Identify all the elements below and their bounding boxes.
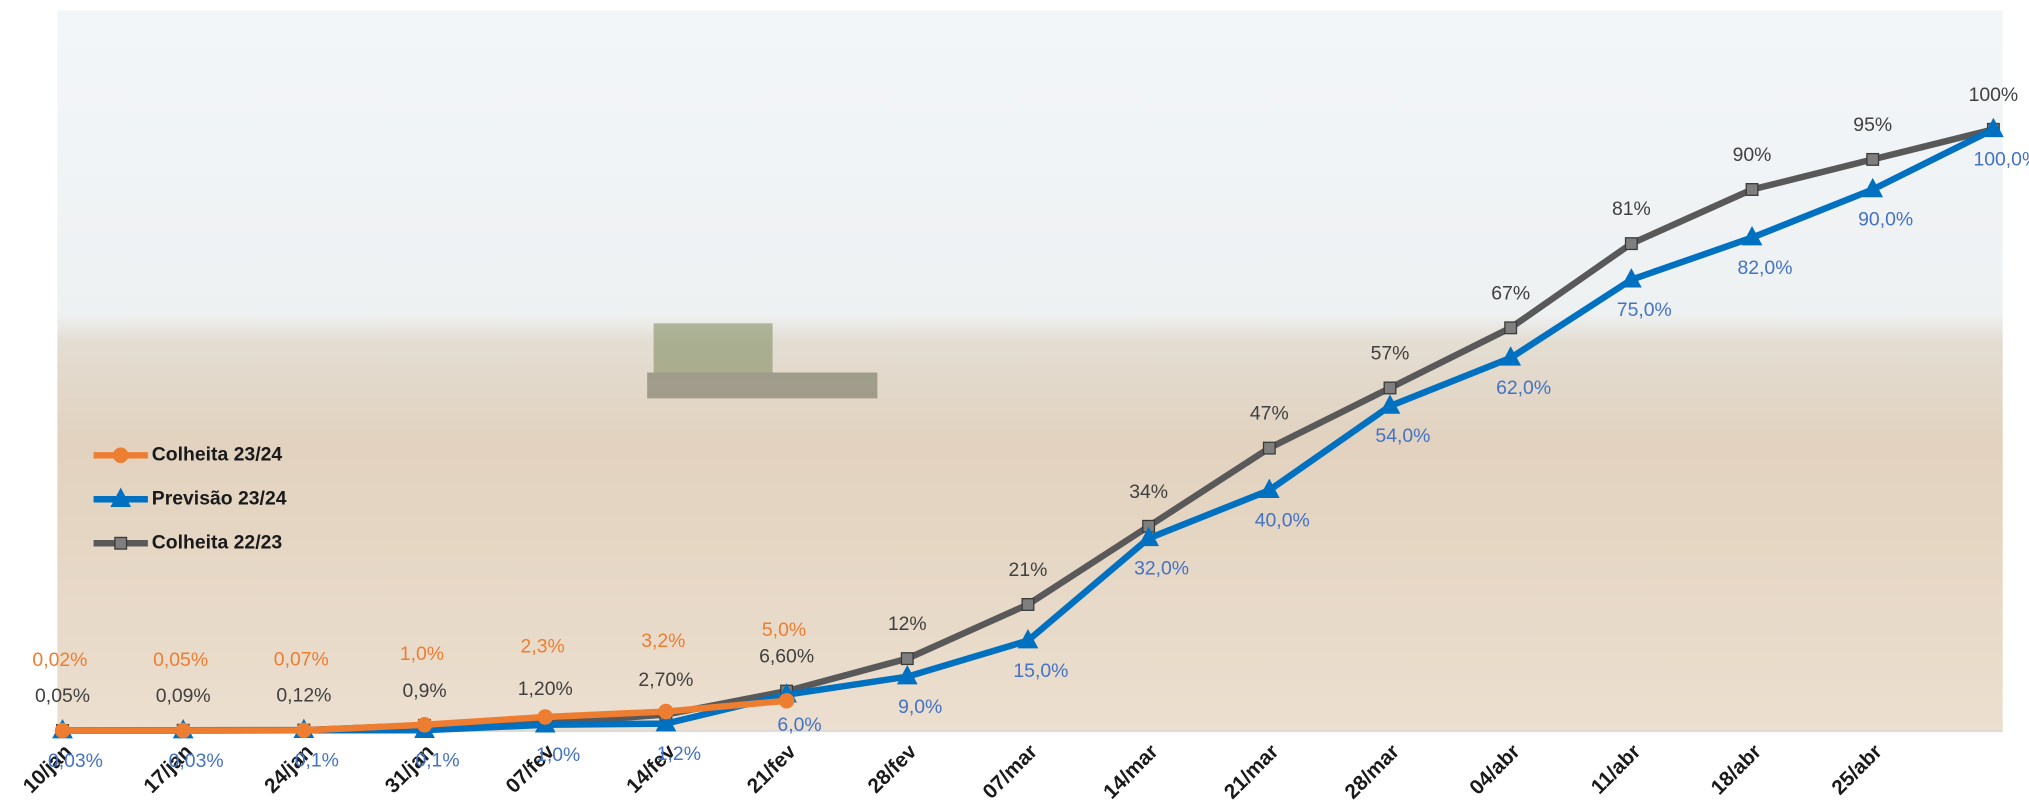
data-label: 0,03% (48, 750, 103, 772)
data-label: 62,0% (1496, 377, 1551, 399)
data-label: 90,0% (1858, 209, 1913, 231)
marker (112, 447, 129, 464)
data-label: 40,0% (1255, 509, 1310, 531)
data-label: 2,3% (521, 635, 565, 657)
marker (537, 709, 553, 725)
data-label: 2,70% (638, 669, 693, 691)
data-label: 90% (1733, 144, 1772, 166)
data-label: 1,2% (657, 743, 701, 765)
marker (655, 711, 677, 732)
marker (1862, 177, 1884, 198)
marker (1624, 237, 1638, 251)
data-label: 75,0% (1617, 299, 1672, 321)
marker (658, 703, 674, 720)
data-label: 0,03% (169, 750, 224, 772)
marker (1866, 152, 1880, 166)
data-label: 9,0% (898, 696, 942, 718)
data-label: 1,0% (536, 744, 580, 766)
data-label: 0,1% (415, 749, 459, 771)
marker (778, 692, 795, 709)
data-label: 100% (1969, 84, 2019, 106)
marker (900, 652, 914, 666)
data-label: 0,1% (295, 749, 339, 771)
data-label: 3,2% (641, 630, 685, 652)
data-label: 81% (1612, 198, 1651, 220)
data-label: 5,0% (762, 619, 806, 641)
marker (1500, 346, 1522, 366)
marker (1262, 441, 1276, 455)
data-label: 0,02% (32, 649, 87, 671)
data-label: 100,0% (1973, 149, 2029, 171)
photo-background (57, 10, 2003, 733)
data-label: 6,60% (759, 646, 814, 668)
marker (296, 722, 312, 739)
marker (1021, 598, 1035, 611)
marker (1621, 268, 1642, 288)
data-label: 0,05% (35, 685, 90, 707)
harvester (647, 323, 878, 399)
data-label: 82,0% (1737, 257, 1792, 279)
marker (416, 717, 433, 733)
marker (1017, 628, 1039, 649)
marker (1741, 225, 1763, 246)
data-label: 0,07% (274, 649, 329, 671)
data-label: 1,0% (400, 643, 444, 665)
legend-label: Previsão 23/24 (152, 487, 287, 509)
marker (114, 536, 128, 550)
marker (1258, 478, 1280, 498)
data-label: 95% (1853, 114, 1892, 136)
data-label: 54,0% (1375, 425, 1430, 447)
data-label: 15,0% (1013, 660, 1068, 682)
data-label: 0,9% (402, 680, 446, 702)
legend-label: Colheita 22/23 (152, 531, 283, 553)
marker (1504, 321, 1518, 335)
data-label: 32,0% (1134, 558, 1189, 580)
data-label: 6,0% (777, 714, 821, 736)
marker (1983, 117, 2004, 138)
marker (1379, 394, 1401, 414)
legend-label: Colheita 23/24 (152, 443, 283, 465)
marker (1138, 526, 1159, 547)
marker (896, 665, 918, 685)
data-label: 0,09% (156, 685, 211, 707)
data-label: 34% (1129, 481, 1168, 503)
data-label: 0,12% (276, 685, 331, 707)
data-label: 67% (1491, 282, 1530, 304)
data-label: 1,20% (518, 678, 573, 700)
marker (1745, 183, 1759, 196)
marker (175, 722, 191, 739)
data-label: 47% (1250, 403, 1289, 425)
marker (54, 722, 71, 739)
data-label: 21% (1009, 559, 1048, 581)
data-label: 57% (1371, 343, 1410, 365)
marker (1383, 381, 1397, 395)
data-label: 0,05% (153, 649, 208, 671)
data-label: 12% (888, 613, 927, 635)
marker (110, 487, 132, 508)
